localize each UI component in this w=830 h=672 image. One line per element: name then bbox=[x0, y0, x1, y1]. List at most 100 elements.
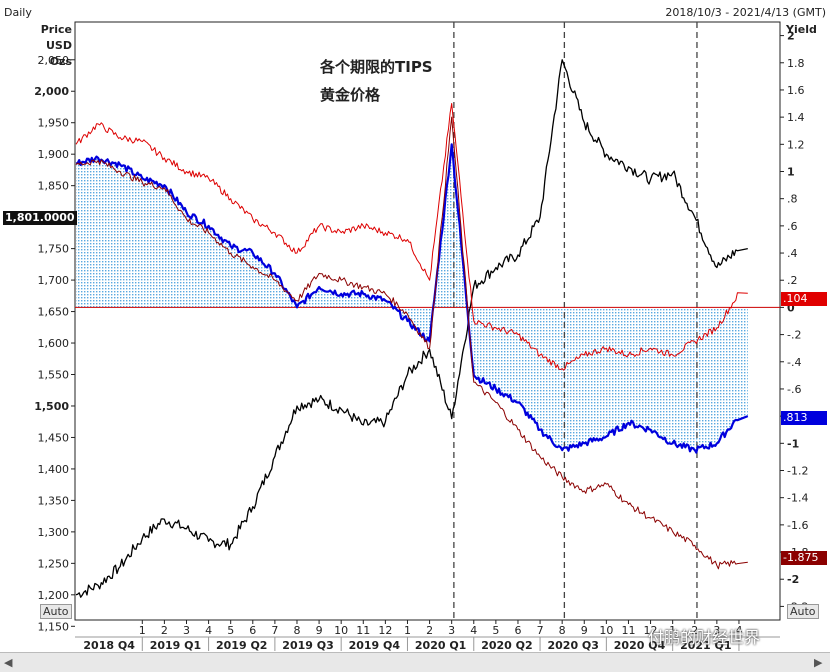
darkred-end-value-tag: -1.875 bbox=[781, 551, 827, 565]
red-end-value-tag: .104 bbox=[781, 292, 827, 306]
right-tick-label: -.2 bbox=[787, 329, 801, 342]
left-tick-label: 1,950 bbox=[38, 117, 70, 130]
left-axis: 1,150 1,200 1,250 1,300 1,350 1,400 1,450 1,500… bbox=[34, 54, 75, 633]
chart: Daily 2018/10/3 - 2021/4/13 (GMT) Price … bbox=[4, 6, 826, 652]
right-tick-label: -1 bbox=[787, 437, 799, 450]
left-tick-label: 1,300 bbox=[38, 526, 70, 539]
month-tick-label: 4 bbox=[470, 624, 477, 637]
quarter-label: 2020 Q2 bbox=[481, 639, 532, 652]
month-tick-label: 3 bbox=[448, 624, 455, 637]
quarter-label: 2019 Q4 bbox=[349, 639, 401, 652]
month-tick-label: 5 bbox=[492, 624, 499, 637]
auto-scale-right-button[interactable]: Auto bbox=[787, 604, 819, 619]
right-tick-label: -1.4 bbox=[787, 492, 808, 505]
annotation-gold: 黄金价格 bbox=[320, 86, 381, 104]
month-tick-label: 10 bbox=[334, 624, 348, 637]
right-tick-label: -.6 bbox=[787, 383, 801, 396]
right-tick-label: 1 bbox=[787, 166, 795, 179]
auto-scale-left-button[interactable]: Auto bbox=[40, 604, 72, 619]
month-tick-label: 2 bbox=[426, 624, 433, 637]
quarter-label: 2019 Q1 bbox=[150, 639, 201, 652]
right-tick-label: -.4 bbox=[787, 356, 801, 369]
month-tick-label: 1 bbox=[139, 624, 146, 637]
series-line-1 bbox=[75, 143, 749, 454]
left-tick-label: 1,550 bbox=[38, 369, 70, 382]
right-tick-label: 1.6 bbox=[787, 84, 805, 97]
right-tick-label: .2 bbox=[787, 274, 798, 287]
month-tick-label: 2 bbox=[691, 624, 698, 637]
month-tick-label: 1 bbox=[404, 624, 411, 637]
blue-end-value-tag: .813 bbox=[781, 411, 827, 425]
month-tick-label: 10 bbox=[599, 624, 613, 637]
month-tick-label: 5 bbox=[227, 624, 234, 637]
horizontal-scrollbar[interactable]: ◀ ▶ bbox=[0, 652, 830, 672]
left-axis-title-1: Price bbox=[41, 23, 72, 36]
right-tick-label: 1.8 bbox=[787, 57, 805, 70]
date-range: 2018/10/3 - 2021/4/13 (GMT) bbox=[665, 6, 826, 19]
series-line-3 bbox=[75, 116, 748, 570]
quarter-label: 2020 Q3 bbox=[547, 639, 598, 652]
month-tick-label: 8 bbox=[559, 624, 566, 637]
month-tick-label: 12 bbox=[644, 624, 658, 637]
quarter-label: 2020 Q1 bbox=[415, 639, 466, 652]
right-tick-label: .8 bbox=[787, 193, 798, 206]
left-current-value-tag: 1,801.0000 bbox=[3, 211, 77, 225]
month-tick-label: 9 bbox=[316, 624, 323, 637]
left-tick-label: 1,850 bbox=[38, 180, 70, 193]
series-line-2 bbox=[75, 103, 748, 371]
right-axis-title: Yield bbox=[785, 23, 817, 36]
month-tick-label: 7 bbox=[271, 624, 278, 637]
quarter-label: 2020 Q4 bbox=[614, 639, 666, 652]
left-axis-title-2: USD bbox=[46, 39, 72, 52]
month-tick-label: 3 bbox=[183, 624, 190, 637]
spread-fill-layer bbox=[76, 144, 748, 453]
annotation-tips: 各个期限的TIPS bbox=[319, 58, 433, 76]
left-tick-label: 1,150 bbox=[38, 620, 70, 633]
month-tick-label: 3 bbox=[713, 624, 720, 637]
left-tick-label: 1,700 bbox=[38, 274, 70, 287]
scroll-right-icon[interactable]: ▶ bbox=[814, 656, 823, 669]
right-tick-label: 0 bbox=[787, 301, 795, 314]
series-line-0 bbox=[75, 59, 748, 598]
month-tick-label: 12 bbox=[378, 624, 392, 637]
quarter-label: 2019 Q3 bbox=[282, 639, 333, 652]
watermark: 付鹏的财经世界 bbox=[648, 628, 761, 647]
quarter-label: 2021 Q1 bbox=[680, 639, 731, 652]
month-tick-label: 8 bbox=[293, 624, 300, 637]
left-tick-label: 1,200 bbox=[38, 589, 70, 602]
right-tick-label: .6 bbox=[787, 220, 798, 233]
month-tick-label: 1 bbox=[669, 624, 676, 637]
series-layer bbox=[75, 59, 749, 598]
left-tick-label: 1,900 bbox=[38, 148, 70, 161]
left-tick-label: 1,650 bbox=[38, 306, 70, 319]
left-tick-label: 1,400 bbox=[38, 463, 70, 476]
right-tick-label: -1.2 bbox=[787, 465, 808, 478]
left-tick-label: 2,000 bbox=[34, 85, 69, 98]
right-tick-label: 1.4 bbox=[787, 111, 805, 124]
month-tick-label: 9 bbox=[581, 624, 588, 637]
left-tick-label: 1,450 bbox=[38, 431, 70, 444]
spread-fill-area bbox=[76, 144, 748, 453]
month-tick-label: 2 bbox=[161, 624, 168, 637]
month-tick-label: 4 bbox=[205, 624, 212, 637]
left-tick-label: 1,600 bbox=[38, 337, 70, 350]
right-tick-label: -2 bbox=[787, 573, 799, 586]
month-tick-label: 11 bbox=[621, 624, 635, 637]
left-axis-title-3: Ozs bbox=[50, 55, 73, 68]
left-tick-label: 1,350 bbox=[38, 494, 70, 507]
month-tick-label: 6 bbox=[514, 624, 521, 637]
timeframe-label: Daily bbox=[4, 6, 32, 19]
left-tick-label: 1,250 bbox=[38, 557, 70, 570]
left-tick-label: 2,050 bbox=[38, 54, 70, 67]
month-tick-label: 11 bbox=[356, 624, 370, 637]
month-tick-label: 6 bbox=[249, 624, 256, 637]
month-tick-label: 4 bbox=[735, 624, 742, 637]
month-tick-label: 7 bbox=[537, 624, 544, 637]
scroll-left-icon[interactable]: ◀ bbox=[4, 656, 13, 669]
right-tick-label: -1.6 bbox=[787, 519, 808, 532]
left-tick-label: 1,500 bbox=[34, 400, 69, 413]
right-tick-label: 2 bbox=[787, 30, 795, 43]
quarter-label: 2019 Q2 bbox=[216, 639, 267, 652]
left-tick-label: 1,750 bbox=[38, 243, 70, 256]
